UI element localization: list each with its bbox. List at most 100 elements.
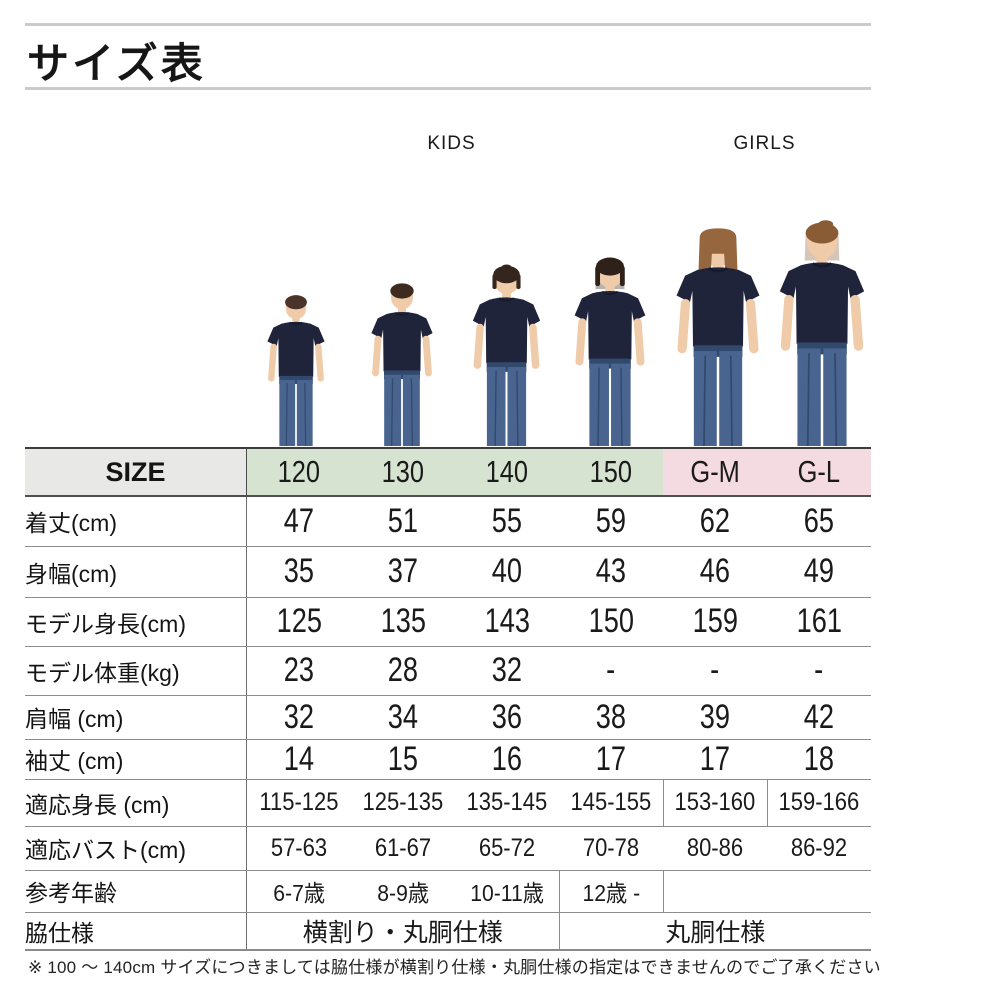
table-cell: 159-166 bbox=[766, 779, 871, 827]
cell-value: 59 bbox=[595, 501, 627, 540]
cell-value: 161 bbox=[796, 602, 842, 640]
cell-value: 34 bbox=[387, 697, 419, 736]
table-cell: - bbox=[767, 646, 871, 696]
cell-value: 35 bbox=[283, 552, 315, 590]
cell-value: 32 bbox=[283, 697, 315, 736]
cell-value: 43 bbox=[595, 552, 627, 590]
table-cell: 14 bbox=[246, 739, 351, 780]
table-row: 肩幅 (cm) 32 34 36 38 39 42 bbox=[25, 695, 871, 740]
table-cell: 10-11歳 bbox=[455, 870, 559, 913]
row-label: 肩幅 (cm) bbox=[25, 695, 247, 740]
model-photo-G-L-woman bbox=[760, 220, 884, 446]
table-cell: 125 bbox=[246, 597, 351, 647]
cell-value: - bbox=[814, 651, 824, 689]
cell-value: 6-7歳 bbox=[273, 880, 325, 906]
table-cell: 150 bbox=[559, 597, 663, 647]
table-cell: 17 bbox=[559, 739, 663, 780]
cell-value: 46 bbox=[699, 552, 731, 590]
cell-value: 86-92 bbox=[790, 833, 848, 862]
cell-value: 125-135 bbox=[362, 788, 444, 816]
column-header-130: 130 bbox=[351, 448, 455, 497]
cell-value: 39 bbox=[699, 697, 731, 736]
table-cell: 38 bbox=[559, 695, 663, 740]
table-cell: 46 bbox=[663, 546, 767, 598]
table-cell: 65 bbox=[767, 496, 871, 547]
table-cell: 51 bbox=[351, 496, 455, 547]
cell-value: 14 bbox=[283, 739, 315, 778]
table-cell: 143 bbox=[455, 597, 559, 647]
cell-value: 61-67 bbox=[374, 833, 432, 862]
table-cell: 61-67 bbox=[351, 826, 455, 871]
table-cell: 80-86 bbox=[663, 826, 767, 871]
model-photo-strip bbox=[0, 0, 1000, 446]
cell-value: 62 bbox=[699, 501, 731, 540]
column-header-120: 120 bbox=[246, 448, 351, 497]
cell-value: 38 bbox=[595, 697, 627, 736]
kids-group-band: KIDS bbox=[245, 131, 658, 157]
column-header-140: 140 bbox=[455, 448, 559, 497]
table-cell: 34 bbox=[351, 695, 455, 740]
cell-value: 8-9歳 bbox=[377, 880, 429, 906]
row-label: 適応身長 (cm) bbox=[25, 779, 247, 827]
cell-value: 80-86 bbox=[686, 833, 744, 862]
table-cell: 23 bbox=[246, 646, 351, 696]
table-cell: 40 bbox=[455, 546, 559, 598]
table-cell: 65-72 bbox=[455, 826, 559, 871]
cell-value: 159-166 bbox=[778, 788, 860, 816]
table-row: 身幅(cm) 35 37 40 43 46 49 bbox=[25, 546, 871, 598]
size-header-cell: SIZE bbox=[25, 448, 247, 497]
table-cell: 42 bbox=[767, 695, 871, 740]
table-cell: 39 bbox=[663, 695, 767, 740]
cell-value: - bbox=[606, 651, 616, 689]
table-cell: 62 bbox=[663, 496, 767, 547]
girls-group-band: GIRLS bbox=[658, 131, 871, 157]
table-cell: 161 bbox=[767, 597, 871, 647]
table-row: 脇仕様 横割り・丸胴仕様 丸胴仕様 bbox=[25, 912, 871, 951]
row-label: 着丈(cm) bbox=[25, 496, 247, 547]
model-photo-G-M-woman bbox=[657, 226, 779, 446]
table-cell: 145-155 bbox=[559, 779, 663, 827]
cell-value: 159 bbox=[692, 602, 738, 640]
title-rule-top bbox=[25, 23, 871, 26]
table-row: 適応バスト(cm) 57-63 61-67 65-72 70-78 80-86 86-92 bbox=[25, 826, 871, 871]
footnote: ※ 100 ～ 140cm サイズにつきましては脇仕様が横割り仕様・丸胴仕様の指… bbox=[28, 958, 881, 977]
table-cell: 135-145 bbox=[455, 779, 559, 827]
cell-value: 28 bbox=[387, 651, 419, 689]
table-row: 参考年齢 6-7歳 8-9歳 10-11歳 12歳 - bbox=[25, 870, 871, 913]
cell-value: 115-125 bbox=[259, 788, 339, 816]
column-header-G-L: G-L bbox=[767, 448, 871, 497]
cell-value: 153-160 bbox=[674, 788, 756, 816]
table-cell: - bbox=[663, 646, 767, 696]
cell-value: - bbox=[710, 651, 720, 689]
table-cell: 28 bbox=[351, 646, 455, 696]
table-cell: 6-7歳 bbox=[246, 870, 351, 913]
cell-value: 49 bbox=[803, 552, 835, 590]
table-cell: 49 bbox=[767, 546, 871, 598]
table-cell: 135 bbox=[351, 597, 455, 647]
column-header-150: 150 bbox=[559, 448, 663, 497]
model-photo-150-girl bbox=[558, 255, 662, 446]
girls-group-label: GIRLS bbox=[733, 133, 796, 154]
table-cell: 32 bbox=[455, 646, 559, 696]
table-cell: 37 bbox=[351, 546, 455, 598]
table-cell: 43 bbox=[559, 546, 663, 598]
cell-value: 12歳 - bbox=[582, 880, 640, 906]
cell-value: 17 bbox=[595, 739, 627, 778]
cell-value: 70-78 bbox=[582, 833, 640, 862]
table-cell: 35 bbox=[246, 546, 351, 598]
table-cell bbox=[662, 870, 767, 913]
table-cell: 15 bbox=[351, 739, 455, 780]
cell-value: 47 bbox=[283, 501, 315, 540]
row-label: 脇仕様 bbox=[25, 912, 247, 951]
column-header-label: 140 bbox=[485, 454, 529, 489]
row-label: 参考年齢 bbox=[25, 870, 247, 913]
table-cell: 57-63 bbox=[246, 826, 351, 871]
column-header-label: G-M bbox=[690, 454, 740, 489]
cell-value: 丸胴仕様 bbox=[665, 918, 766, 947]
cell-value: 36 bbox=[491, 697, 523, 736]
cell-value: 125 bbox=[276, 602, 322, 640]
cell-value: 42 bbox=[803, 697, 835, 736]
table-cell: 丸胴仕様 bbox=[558, 912, 871, 951]
cell-value: 51 bbox=[387, 501, 419, 540]
row-label: モデル体重(kg) bbox=[25, 646, 247, 696]
